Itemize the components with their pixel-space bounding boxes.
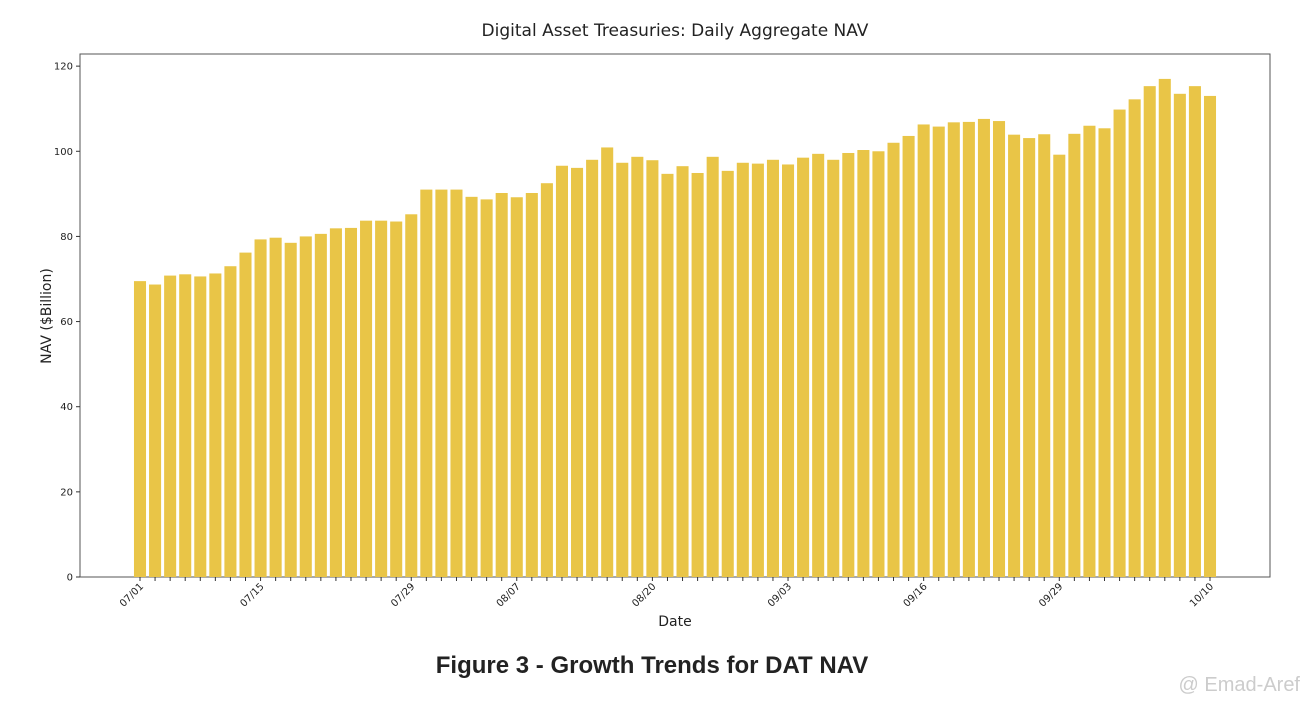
- bar: [691, 172, 704, 577]
- x-tick-label: 08/07: [495, 581, 523, 609]
- bar: [450, 189, 463, 577]
- bar: [932, 126, 945, 578]
- bar: [676, 166, 689, 577]
- bar: [571, 167, 584, 578]
- bar: [751, 163, 764, 577]
- bar: [857, 150, 870, 577]
- y-tick-label: 20: [60, 487, 73, 498]
- bar: [616, 162, 629, 577]
- bar: [1203, 95, 1217, 578]
- bar: [1053, 154, 1066, 577]
- x-tick-label: 09/29: [1037, 581, 1065, 609]
- y-tick-label: 120: [54, 62, 73, 73]
- bar: [360, 220, 373, 577]
- caption: Figure 3 - Growth Trends for DAT NAV: [436, 652, 868, 679]
- y-tick-label: 60: [60, 317, 73, 328]
- bar: [179, 274, 192, 577]
- bar: [1083, 125, 1096, 578]
- bar: [977, 118, 990, 577]
- y-axis-label: NAV ($Billion): [39, 268, 55, 364]
- bar: [842, 152, 855, 577]
- bar: [465, 196, 478, 577]
- y-tick-label: 80: [60, 232, 73, 243]
- bar: [149, 284, 162, 577]
- bar: [510, 197, 523, 577]
- bar: [827, 159, 840, 577]
- bar: [601, 147, 614, 577]
- bar: [992, 121, 1006, 578]
- bar: [435, 189, 448, 577]
- bar: [797, 157, 810, 578]
- bar: [1158, 78, 1171, 578]
- bar: [1008, 134, 1021, 578]
- x-tick-label: 09/16: [902, 581, 930, 609]
- bar: [706, 156, 719, 578]
- bar: [917, 124, 930, 577]
- x-tick-label: 08/20: [630, 581, 658, 609]
- bar: [766, 159, 779, 577]
- x-tick-label: 09/03: [766, 581, 794, 609]
- x-tick-label: 07/15: [239, 581, 267, 609]
- bar: [782, 164, 795, 577]
- chart-title: Digital Asset Treasuries: Daily Aggregat…: [482, 21, 869, 41]
- bar: [631, 156, 644, 578]
- bar: [284, 242, 297, 577]
- x-tick-label: 07/01: [118, 581, 146, 609]
- bar: [721, 170, 734, 577]
- bar: [586, 159, 599, 577]
- bar: [254, 239, 267, 578]
- bar: [390, 221, 403, 577]
- bar: [1113, 109, 1126, 578]
- bar: [329, 228, 342, 578]
- bar: [887, 142, 900, 577]
- bar: [1143, 86, 1156, 578]
- bar: [133, 281, 147, 577]
- bar: [812, 153, 825, 577]
- bar: [947, 122, 960, 577]
- bar: [1023, 138, 1036, 577]
- bar: [480, 199, 493, 577]
- y-tick-label: 100: [54, 147, 73, 158]
- bar: [209, 273, 222, 577]
- bar: [495, 192, 508, 578]
- bar: [314, 233, 327, 577]
- bar: [555, 165, 568, 577]
- bar: [405, 214, 418, 578]
- bar: [194, 276, 207, 577]
- bar: [269, 237, 282, 578]
- bar: [239, 252, 252, 577]
- bar: [344, 227, 358, 578]
- bar: [1098, 128, 1111, 577]
- bar: [1068, 133, 1081, 578]
- bar: [872, 151, 885, 577]
- bar: [299, 236, 312, 577]
- x-tick-label: 07/29: [389, 581, 417, 609]
- x-axis-label: Date: [658, 614, 691, 630]
- bar: [420, 189, 433, 577]
- y-tick-label: 0: [67, 573, 73, 584]
- bar: [736, 162, 749, 577]
- bar: [224, 266, 237, 577]
- bar: [164, 275, 177, 577]
- bar: [1038, 134, 1051, 578]
- bar: [375, 220, 388, 577]
- x-tick-label: 10/10: [1188, 581, 1216, 609]
- bar: [661, 173, 674, 577]
- watermark: @ Emad-Aref: [1179, 674, 1301, 696]
- plot-frame: [79, 53, 1271, 578]
- bar: [962, 121, 975, 578]
- bar: [902, 135, 915, 577]
- bar: [1128, 99, 1141, 577]
- bar: [525, 192, 538, 578]
- bar: [646, 160, 659, 577]
- bar: [1188, 86, 1201, 578]
- bar: [540, 183, 553, 577]
- y-tick-label: 40: [60, 402, 73, 413]
- bar: [1173, 93, 1186, 577]
